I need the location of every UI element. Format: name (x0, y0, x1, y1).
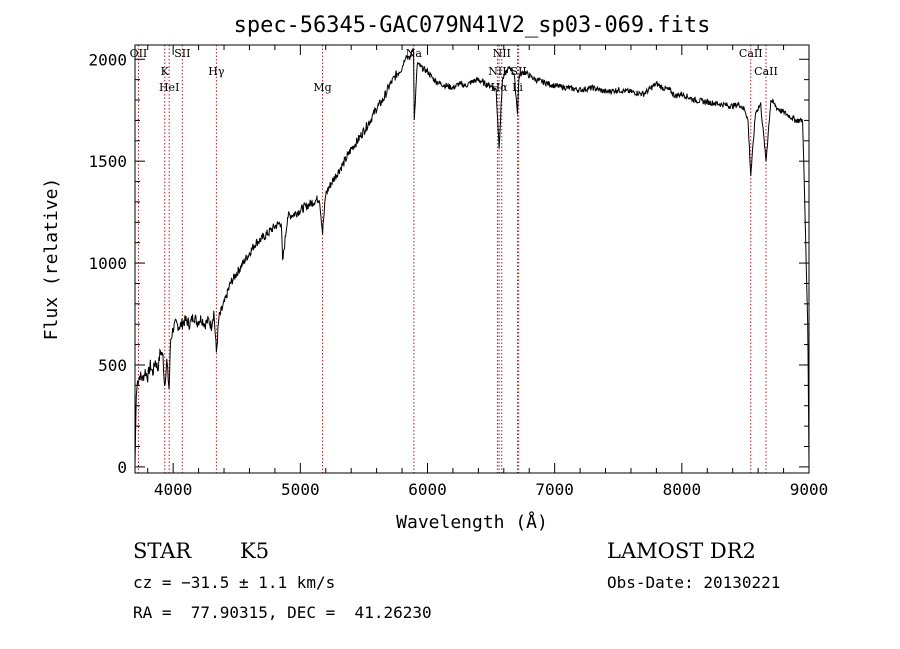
y-tick-label: 0 (117, 458, 127, 477)
line-marker-label: CaII (754, 65, 778, 78)
redshift-text: cz = −31.5 ± 1.1 km/s (133, 573, 336, 592)
line-marker-label: HeI (159, 81, 179, 94)
x-tick-label: 9000 (790, 480, 829, 499)
line-marker-label: Hγ (208, 65, 225, 78)
x-tick-label: 6000 (408, 480, 447, 499)
x-axis-label: Wavelength (Å) (396, 511, 548, 533)
y-tick-label: 500 (98, 356, 127, 375)
y-tick-label: 2000 (88, 50, 127, 69)
obs-date: Obs-Date: 20130221 (607, 573, 781, 592)
x-tick-label: 8000 (663, 480, 702, 499)
line-marker-label: Hα (491, 81, 509, 94)
coordinates: RA = 77.90315, DEC = 41.26230 (133, 603, 432, 622)
chart-title: spec-56345-GAC079N41V2_sp03-069.fits (234, 13, 711, 38)
line-marker-label: NII (488, 65, 506, 78)
line-marker-label: CaII (739, 47, 763, 60)
y-tick-label: 1500 (88, 152, 127, 171)
line-marker-label: OII (130, 47, 148, 60)
y-axis-label: Flux (relative) (41, 178, 62, 341)
x-tick-label: 7000 (535, 480, 574, 499)
line-marker-label: K (161, 65, 170, 78)
line-marker-label: NII (493, 47, 511, 60)
spectrum-line (134, 47, 810, 467)
x-tick-label: 5000 (281, 480, 320, 499)
line-marker-label: Li (512, 81, 523, 94)
line-marker-label: Mg (313, 81, 331, 94)
plot-area: OIIKHeISIIHγMgNaNIIHαNIISIILiCaIICaII400… (88, 45, 828, 499)
x-tick-label: 4000 (154, 480, 193, 499)
plot-frame (134, 44, 810, 474)
object-type: STAR (133, 539, 192, 563)
object-subclass: K5 (240, 539, 270, 563)
survey-name: LAMOST DR2 (607, 539, 756, 563)
line-marker-label: SII (174, 47, 190, 60)
y-tick-label: 1000 (88, 254, 127, 273)
